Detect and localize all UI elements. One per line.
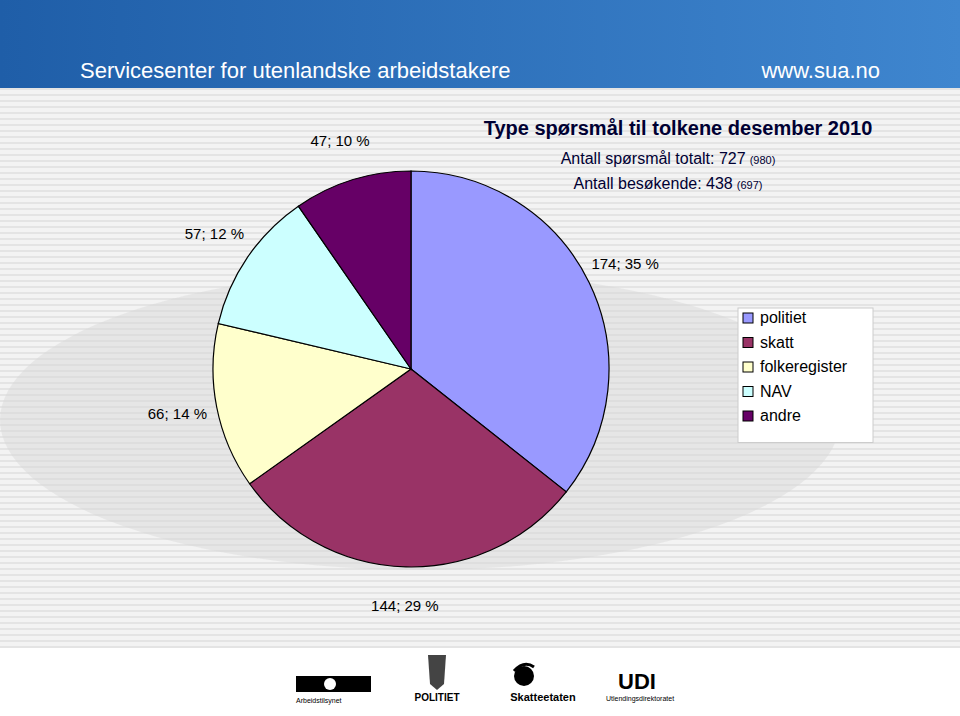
chart-subtitle: Antall besøkende: 438 (697) xyxy=(574,175,763,192)
data-label: 66; 14 % xyxy=(148,405,207,422)
legend-label: andre xyxy=(760,407,801,424)
page: {"header": {"title": "Servicesenter for … xyxy=(0,0,960,716)
banner-title: Servicesenter for utenlandske arbeidstak… xyxy=(80,58,510,83)
legend-box xyxy=(738,308,873,443)
footer: Arbeidstilsynet POLITIET Skatteetaten UDIUt… xyxy=(0,648,960,716)
chart-subtitle: Antall spørsmål totalt: 727 (980) xyxy=(561,150,776,167)
pie-slice xyxy=(298,171,411,369)
logo-text: UDI xyxy=(618,669,656,694)
subtitle-note: (697) xyxy=(737,179,763,191)
legend-swatch xyxy=(743,362,753,372)
logo-text: Utlendingsdirektoratet xyxy=(606,695,674,703)
logo-shape xyxy=(324,678,336,690)
logo-text: Skatteetaten xyxy=(510,691,576,703)
data-label: 174; 35 % xyxy=(591,255,659,272)
logo-shape xyxy=(428,655,446,690)
logo-shape xyxy=(296,676,371,692)
footer-background xyxy=(0,648,960,716)
data-labels: 174; 35 % 144; 29 % 66; 14 % 57; 12 % 47; 10… xyxy=(148,132,659,614)
data-label: 57; 12 % xyxy=(185,225,244,242)
legend-swatch xyxy=(743,411,753,421)
legend: politiet skatt folkeregister NAV andre xyxy=(738,308,873,443)
legend-swatch xyxy=(743,313,753,323)
legend-swatch xyxy=(743,387,753,397)
legend-label: folkeregister xyxy=(760,358,848,375)
logo-shape xyxy=(514,664,534,671)
legend-label: politiet xyxy=(760,309,807,326)
pie xyxy=(213,171,609,567)
subtitle-text: Antall besøkende: 438 xyxy=(574,175,733,192)
body-background xyxy=(0,88,960,648)
subtitle-note: (980) xyxy=(750,154,776,166)
legend-label: NAV xyxy=(760,383,792,400)
subtitle-text: Antall spørsmål totalt: 727 xyxy=(561,150,746,167)
data-label: 47; 10 % xyxy=(310,132,369,149)
chart-title: Type spørsmål til tolkene desember 2010 xyxy=(484,117,873,139)
legend-label: skatt xyxy=(760,334,794,351)
data-label: 144; 29 % xyxy=(371,597,439,614)
banner-url: www.sua.no xyxy=(760,58,880,83)
logo-text: POLITIET xyxy=(415,692,460,703)
legend-swatch xyxy=(743,338,753,348)
logo-text: Arbeidstilsynet xyxy=(296,697,342,705)
banner xyxy=(0,0,960,88)
canvas: Servicesenter for utenlandske arbeidstak… xyxy=(0,0,960,716)
background xyxy=(0,0,960,716)
